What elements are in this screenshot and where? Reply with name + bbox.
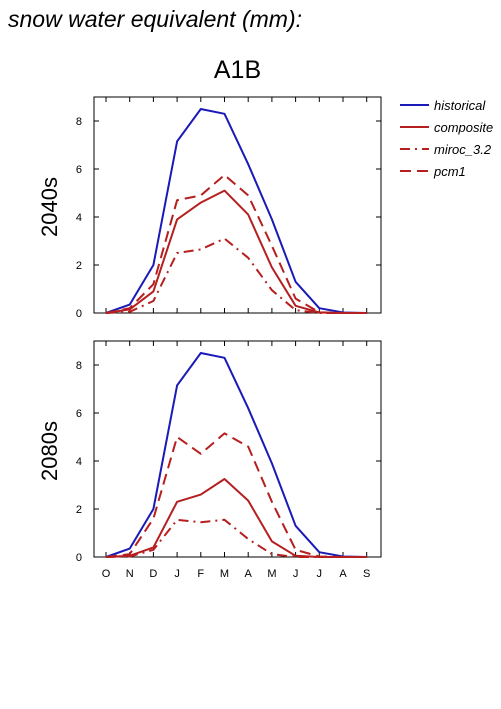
legend-label-historical: historical <box>434 98 486 113</box>
x-tick-label: J <box>293 568 299 580</box>
series-line-pcm1 <box>105 432 367 558</box>
x-tick-label: S <box>363 568 370 580</box>
scenario-title: A1B <box>213 56 262 84</box>
series-line-miroc-3-2 <box>105 518 367 558</box>
y-tick-label: 6 <box>76 408 82 420</box>
y-tick-label: 2 <box>76 260 82 272</box>
panel-2040s: 0 2 4 6 8 2040s <box>37 96 382 320</box>
series-line-historical <box>105 108 367 314</box>
plot-frame <box>93 340 382 558</box>
x-tick-label: M <box>220 568 229 580</box>
panel-period-label: 2080s <box>37 421 62 481</box>
y-tick-label: 4 <box>76 212 82 224</box>
x-tick-label: N <box>126 568 134 580</box>
panel-2080s: 0 2 4 6 8 O N D J F M A M J J A S 2080s <box>37 340 382 580</box>
series-line-pcm1 <box>105 174 367 314</box>
plot-frame <box>93 96 382 314</box>
x-tick-label: J <box>174 568 180 580</box>
legend-label-composite: composite <box>434 120 493 135</box>
page-title: snow water equivalent (mm): <box>8 6 302 32</box>
y-tick-label: 2 <box>76 504 82 516</box>
y-tick-label: 6 <box>76 164 82 176</box>
legend-label-pcm1: pcm1 <box>433 164 466 179</box>
x-tick-label: M <box>267 568 276 580</box>
series-line-composite <box>105 189 367 314</box>
y-tick-label: 8 <box>76 360 82 372</box>
x-tick-label: J <box>317 568 323 580</box>
x-tick-label: A <box>245 568 253 580</box>
x-tick-label: F <box>197 568 204 580</box>
y-tick-label: 0 <box>76 308 82 320</box>
legend-label-miroc: miroc_3.2 <box>434 142 492 157</box>
x-tick-label: O <box>102 568 111 580</box>
series-line-historical <box>105 352 367 558</box>
y-tick-label: 8 <box>76 116 82 128</box>
series-line-composite <box>105 478 367 558</box>
y-tick-label: 4 <box>76 456 82 468</box>
x-tick-label: D <box>149 568 157 580</box>
legend: historical composite miroc_3.2 pcm1 <box>400 98 493 179</box>
y-tick-label: 0 <box>76 552 82 564</box>
series-line-miroc-3-2 <box>105 237 367 314</box>
x-tick-label: A <box>339 568 347 580</box>
panel-period-label: 2040s <box>37 177 62 237</box>
